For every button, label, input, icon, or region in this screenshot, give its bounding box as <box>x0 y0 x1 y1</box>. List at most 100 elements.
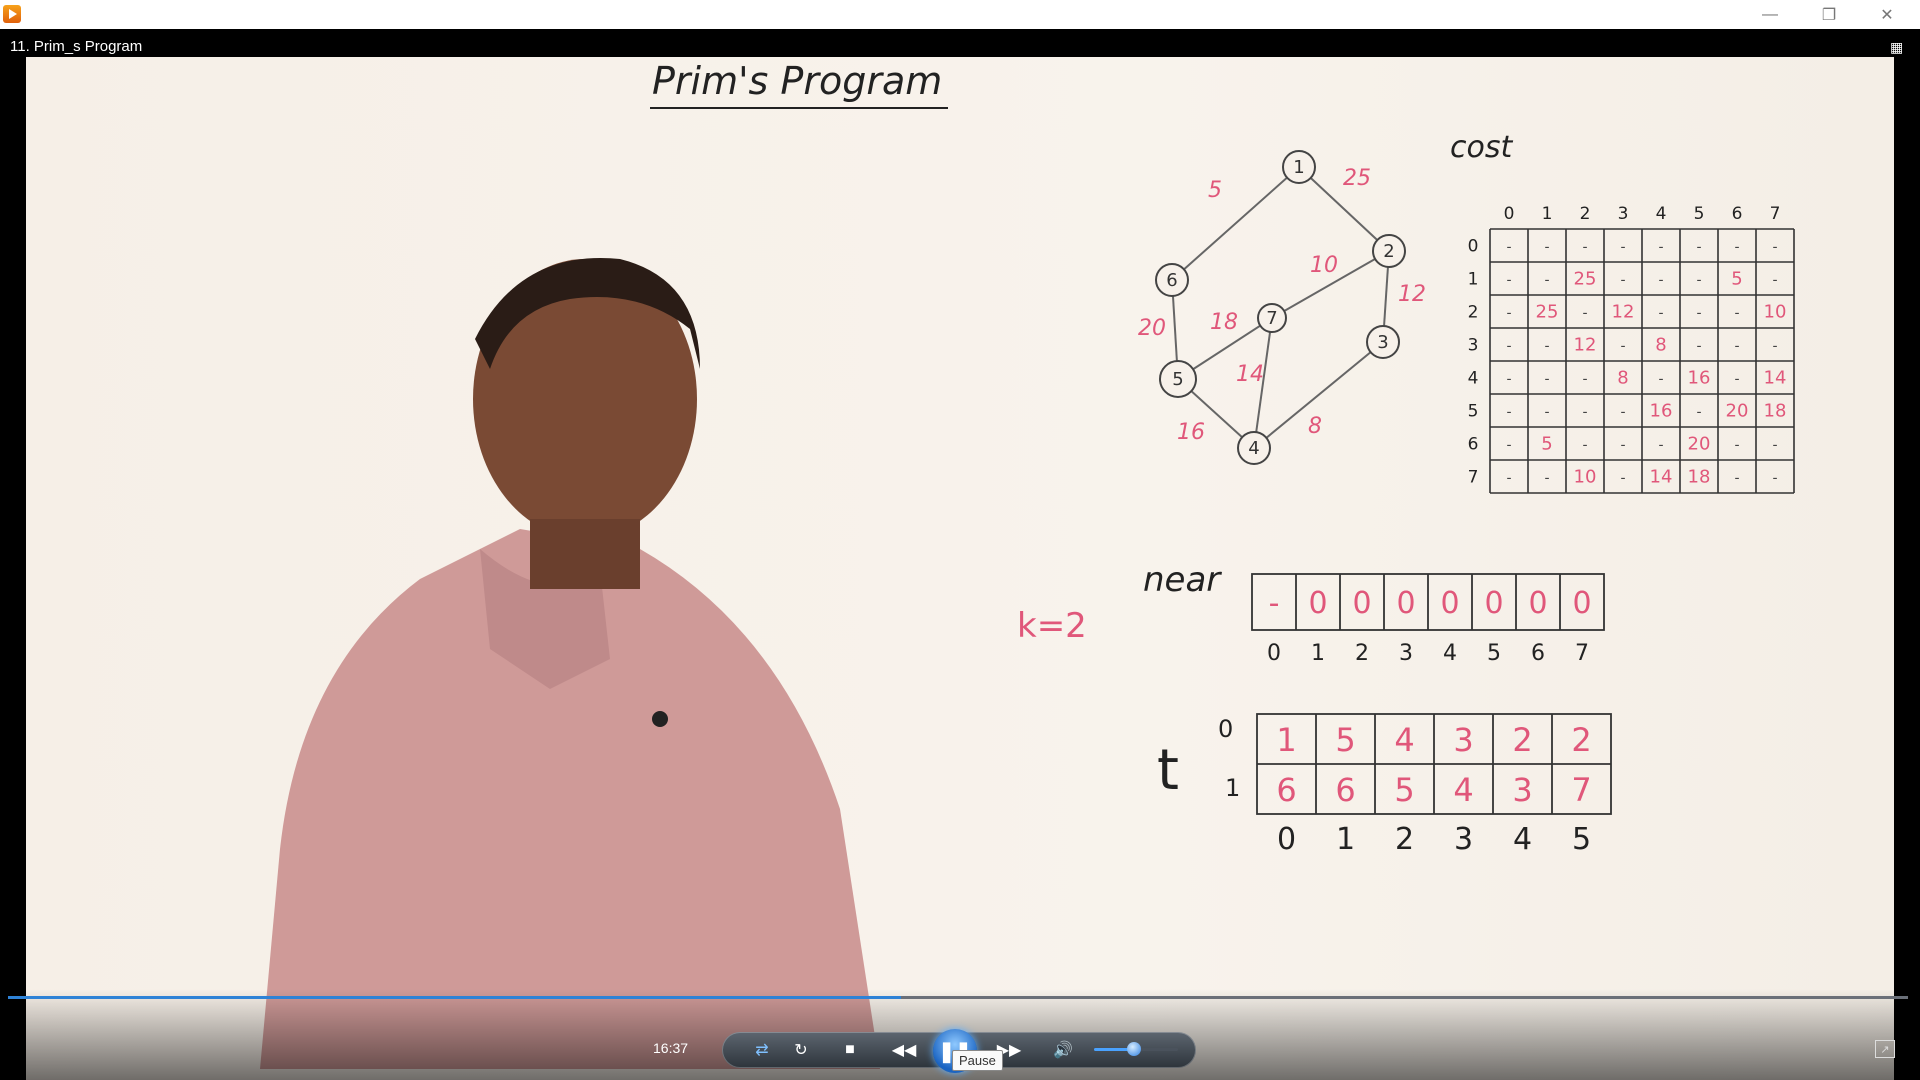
edge-weight: 14 <box>1236 362 1264 387</box>
near-cell: - <box>1269 586 1280 621</box>
cost-cell: 16 <box>1688 368 1711 389</box>
edge-2-7 <box>1271 250 1390 319</box>
fullscreen-icon[interactable]: ↗ <box>1875 1040 1895 1058</box>
vertex-label: 4 <box>1248 438 1259 459</box>
video-title: 11. Prim_s Program <box>10 38 143 55</box>
near-index: 7 <box>1575 641 1589 666</box>
edge-weight: 16 <box>1177 420 1205 445</box>
near-index: 2 <box>1355 641 1369 666</box>
cost-row-header: 2 <box>1468 303 1479 323</box>
cost-cell: - <box>1506 438 1511 454</box>
cost-cell: - <box>1620 273 1625 289</box>
t-cell: 2 <box>1512 721 1532 759</box>
cost-col-header: 2 <box>1580 204 1591 224</box>
edge-weight: 25 <box>1343 166 1371 191</box>
seek-bar[interactable] <box>8 996 1908 999</box>
t-index: 5 <box>1572 822 1591 857</box>
cost-cell: 10 <box>1574 467 1597 488</box>
window-titlebar: — ❐ ✕ <box>0 0 1920 29</box>
t-cell: 7 <box>1571 771 1591 809</box>
volume-icon[interactable]: 🔊 <box>1053 1042 1073 1059</box>
cost-cell: - <box>1734 240 1739 256</box>
vertex-label: 6 <box>1166 270 1177 291</box>
cost-cell: - <box>1772 240 1777 256</box>
cost-cell: 14 <box>1764 368 1787 389</box>
near-index: 5 <box>1487 641 1501 666</box>
cost-cell: 12 <box>1612 302 1635 323</box>
cost-cell: - <box>1544 339 1549 355</box>
cost-col-header: 3 <box>1618 204 1629 224</box>
minimize-icon[interactable]: — <box>1762 5 1778 23</box>
near-cell: 0 <box>1440 586 1459 621</box>
t-cell: 4 <box>1394 721 1414 759</box>
t-index: 3 <box>1454 822 1473 857</box>
cost-cell: 12 <box>1574 335 1597 356</box>
cost-cell: - <box>1544 372 1549 388</box>
cost-cell: - <box>1506 306 1511 322</box>
cost-cell: - <box>1506 405 1511 421</box>
restore-icon[interactable]: ❐ <box>1821 6 1837 24</box>
cost-cell: - <box>1772 471 1777 487</box>
cost-label: cost <box>1450 130 1513 165</box>
cost-cell: - <box>1734 339 1739 355</box>
edge-3-4 <box>1253 341 1384 449</box>
cost-cell: - <box>1658 240 1663 256</box>
cost-cell: 20 <box>1688 434 1711 455</box>
edge-weight: 18 <box>1210 310 1238 335</box>
compact-mode-icon[interactable]: ▦ <box>1890 39 1904 55</box>
vertex-label: 7 <box>1266 308 1277 329</box>
cost-cell: 5 <box>1541 434 1552 455</box>
cost-cell: - <box>1696 339 1701 355</box>
cost-cell: - <box>1620 438 1625 454</box>
t-label: t <box>1157 738 1179 803</box>
cost-cell: - <box>1506 240 1511 256</box>
k-note: k=2 <box>1017 606 1087 646</box>
cost-cell: - <box>1582 372 1587 388</box>
cost-row-header: 7 <box>1468 468 1479 488</box>
cost-col-header: 4 <box>1656 204 1667 224</box>
shuffle-icon[interactable]: ⇄ <box>755 1042 769 1059</box>
t-index: 1 <box>1336 822 1355 857</box>
cost-col-header: 7 <box>1770 204 1781 224</box>
near-cell: 0 <box>1484 586 1503 621</box>
near-cell: 0 <box>1528 586 1547 621</box>
cost-col-header: 6 <box>1732 204 1743 224</box>
near-cells: -0 0 0 0 0 0 00 1 2 3 4 5 6 7 <box>1267 586 1592 666</box>
t-row-label: 1 <box>1225 774 1240 802</box>
repeat-icon[interactable]: ↻ <box>794 1042 808 1059</box>
cost-cell: 8 <box>1655 335 1666 356</box>
cost-cell: - <box>1772 273 1777 289</box>
vertex-label: 5 <box>1172 369 1183 390</box>
previous-icon[interactable]: ◀◀ <box>891 1042 917 1059</box>
near-index: 4 <box>1443 641 1457 666</box>
cost-cell: - <box>1772 438 1777 454</box>
cost-cell: - <box>1506 339 1511 355</box>
vertex-1 <box>1282 150 1316 184</box>
cost-cell: - <box>1582 438 1587 454</box>
edge-7-4 <box>1253 317 1273 449</box>
cost-cell: - <box>1544 240 1549 256</box>
stop-icon[interactable]: ■ <box>845 1041 855 1058</box>
vertex-6 <box>1155 263 1189 297</box>
cost-cell: - <box>1544 273 1549 289</box>
volume-knob[interactable] <box>1127 1042 1141 1056</box>
near-label: near <box>1143 560 1222 600</box>
cost-col-header: 0 <box>1504 204 1515 224</box>
near-index: 3 <box>1399 641 1413 666</box>
vertex-5 <box>1159 360 1197 398</box>
cost-cell: - <box>1658 306 1663 322</box>
near-cell: 0 <box>1352 586 1371 621</box>
cost-cell: - <box>1734 306 1739 322</box>
t-cell: 5 <box>1335 721 1355 759</box>
video-area[interactable]: 11. Prim_s Program ▦ Prim's Program 5 <box>0 29 1920 1080</box>
t-row-label: 0 <box>1218 715 1233 743</box>
seek-progress <box>8 996 901 999</box>
t-cell: 2 <box>1571 721 1591 759</box>
edge-1-6 <box>1171 166 1300 281</box>
cost-cell: - <box>1658 273 1663 289</box>
near-cell: 0 <box>1572 586 1591 621</box>
near-array <box>1251 573 1605 631</box>
close-icon[interactable]: ✕ <box>1880 6 1894 24</box>
cost-cell: - <box>1696 240 1701 256</box>
near-cell: 0 <box>1308 586 1327 621</box>
